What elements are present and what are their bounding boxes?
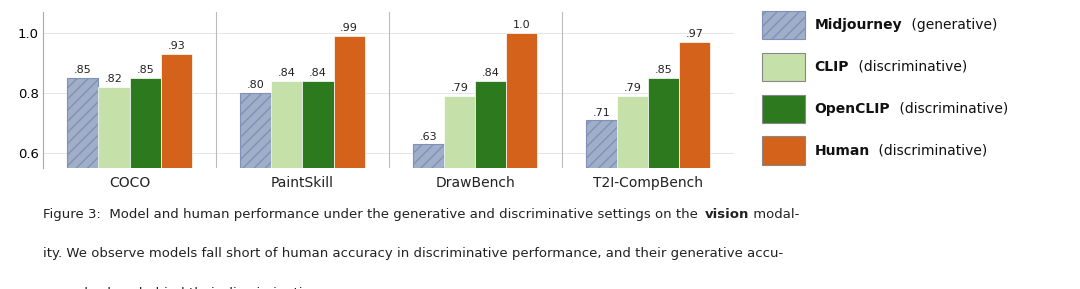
Text: .99: .99 — [340, 23, 357, 34]
Text: .71: .71 — [593, 108, 610, 118]
FancyBboxPatch shape — [762, 95, 805, 123]
Text: Midjourney: Midjourney — [814, 18, 902, 32]
Text: .79: .79 — [623, 84, 642, 94]
Text: .84: .84 — [309, 68, 327, 79]
Text: ity. We observe models fall short of human accuracy in discriminative performanc: ity. We observe models fall short of hum… — [43, 247, 783, 260]
Bar — [648, 77, 679, 289]
Text: .80: .80 — [247, 81, 265, 90]
Bar — [507, 33, 538, 289]
Bar — [679, 42, 711, 289]
Bar — [98, 87, 130, 289]
Bar — [334, 36, 365, 289]
Text: Figure 3:  Model and human performance under the generative and discriminative s: Figure 3: Model and human performance un… — [43, 208, 702, 221]
Bar — [617, 96, 648, 289]
Text: .85: .85 — [75, 66, 92, 75]
Bar — [444, 96, 475, 289]
Text: .63: .63 — [420, 131, 437, 142]
Bar — [302, 81, 334, 289]
Text: .93: .93 — [167, 42, 185, 51]
Text: CLIP: CLIP — [814, 60, 849, 74]
Bar — [413, 144, 444, 289]
Bar — [240, 92, 271, 289]
Text: Human: Human — [814, 144, 869, 158]
FancyBboxPatch shape — [762, 53, 805, 81]
Text: racy also lags behind their discriminative accuracy.: racy also lags behind their discriminati… — [43, 287, 386, 289]
Bar — [67, 77, 98, 289]
Bar — [271, 81, 302, 289]
Text: .85: .85 — [136, 66, 154, 75]
Text: 1.0: 1.0 — [513, 21, 530, 30]
Bar — [161, 53, 192, 289]
Text: (generative): (generative) — [907, 18, 997, 32]
Bar — [585, 120, 617, 289]
Text: modal-: modal- — [748, 208, 799, 221]
Text: (discriminative): (discriminative) — [875, 144, 988, 158]
Text: OpenCLIP: OpenCLIP — [814, 102, 890, 116]
Text: .85: .85 — [654, 66, 673, 75]
Text: (discriminative): (discriminative) — [895, 102, 1008, 116]
Text: .79: .79 — [450, 84, 469, 94]
FancyBboxPatch shape — [762, 136, 805, 165]
Text: .97: .97 — [686, 29, 703, 40]
FancyBboxPatch shape — [762, 11, 805, 39]
Text: vision: vision — [704, 208, 748, 221]
Text: .84: .84 — [278, 68, 296, 79]
Text: (discriminative): (discriminative) — [853, 60, 967, 74]
Text: .82: .82 — [105, 75, 123, 84]
Bar — [130, 77, 161, 289]
Bar — [475, 81, 507, 289]
Text: .84: .84 — [482, 68, 500, 79]
